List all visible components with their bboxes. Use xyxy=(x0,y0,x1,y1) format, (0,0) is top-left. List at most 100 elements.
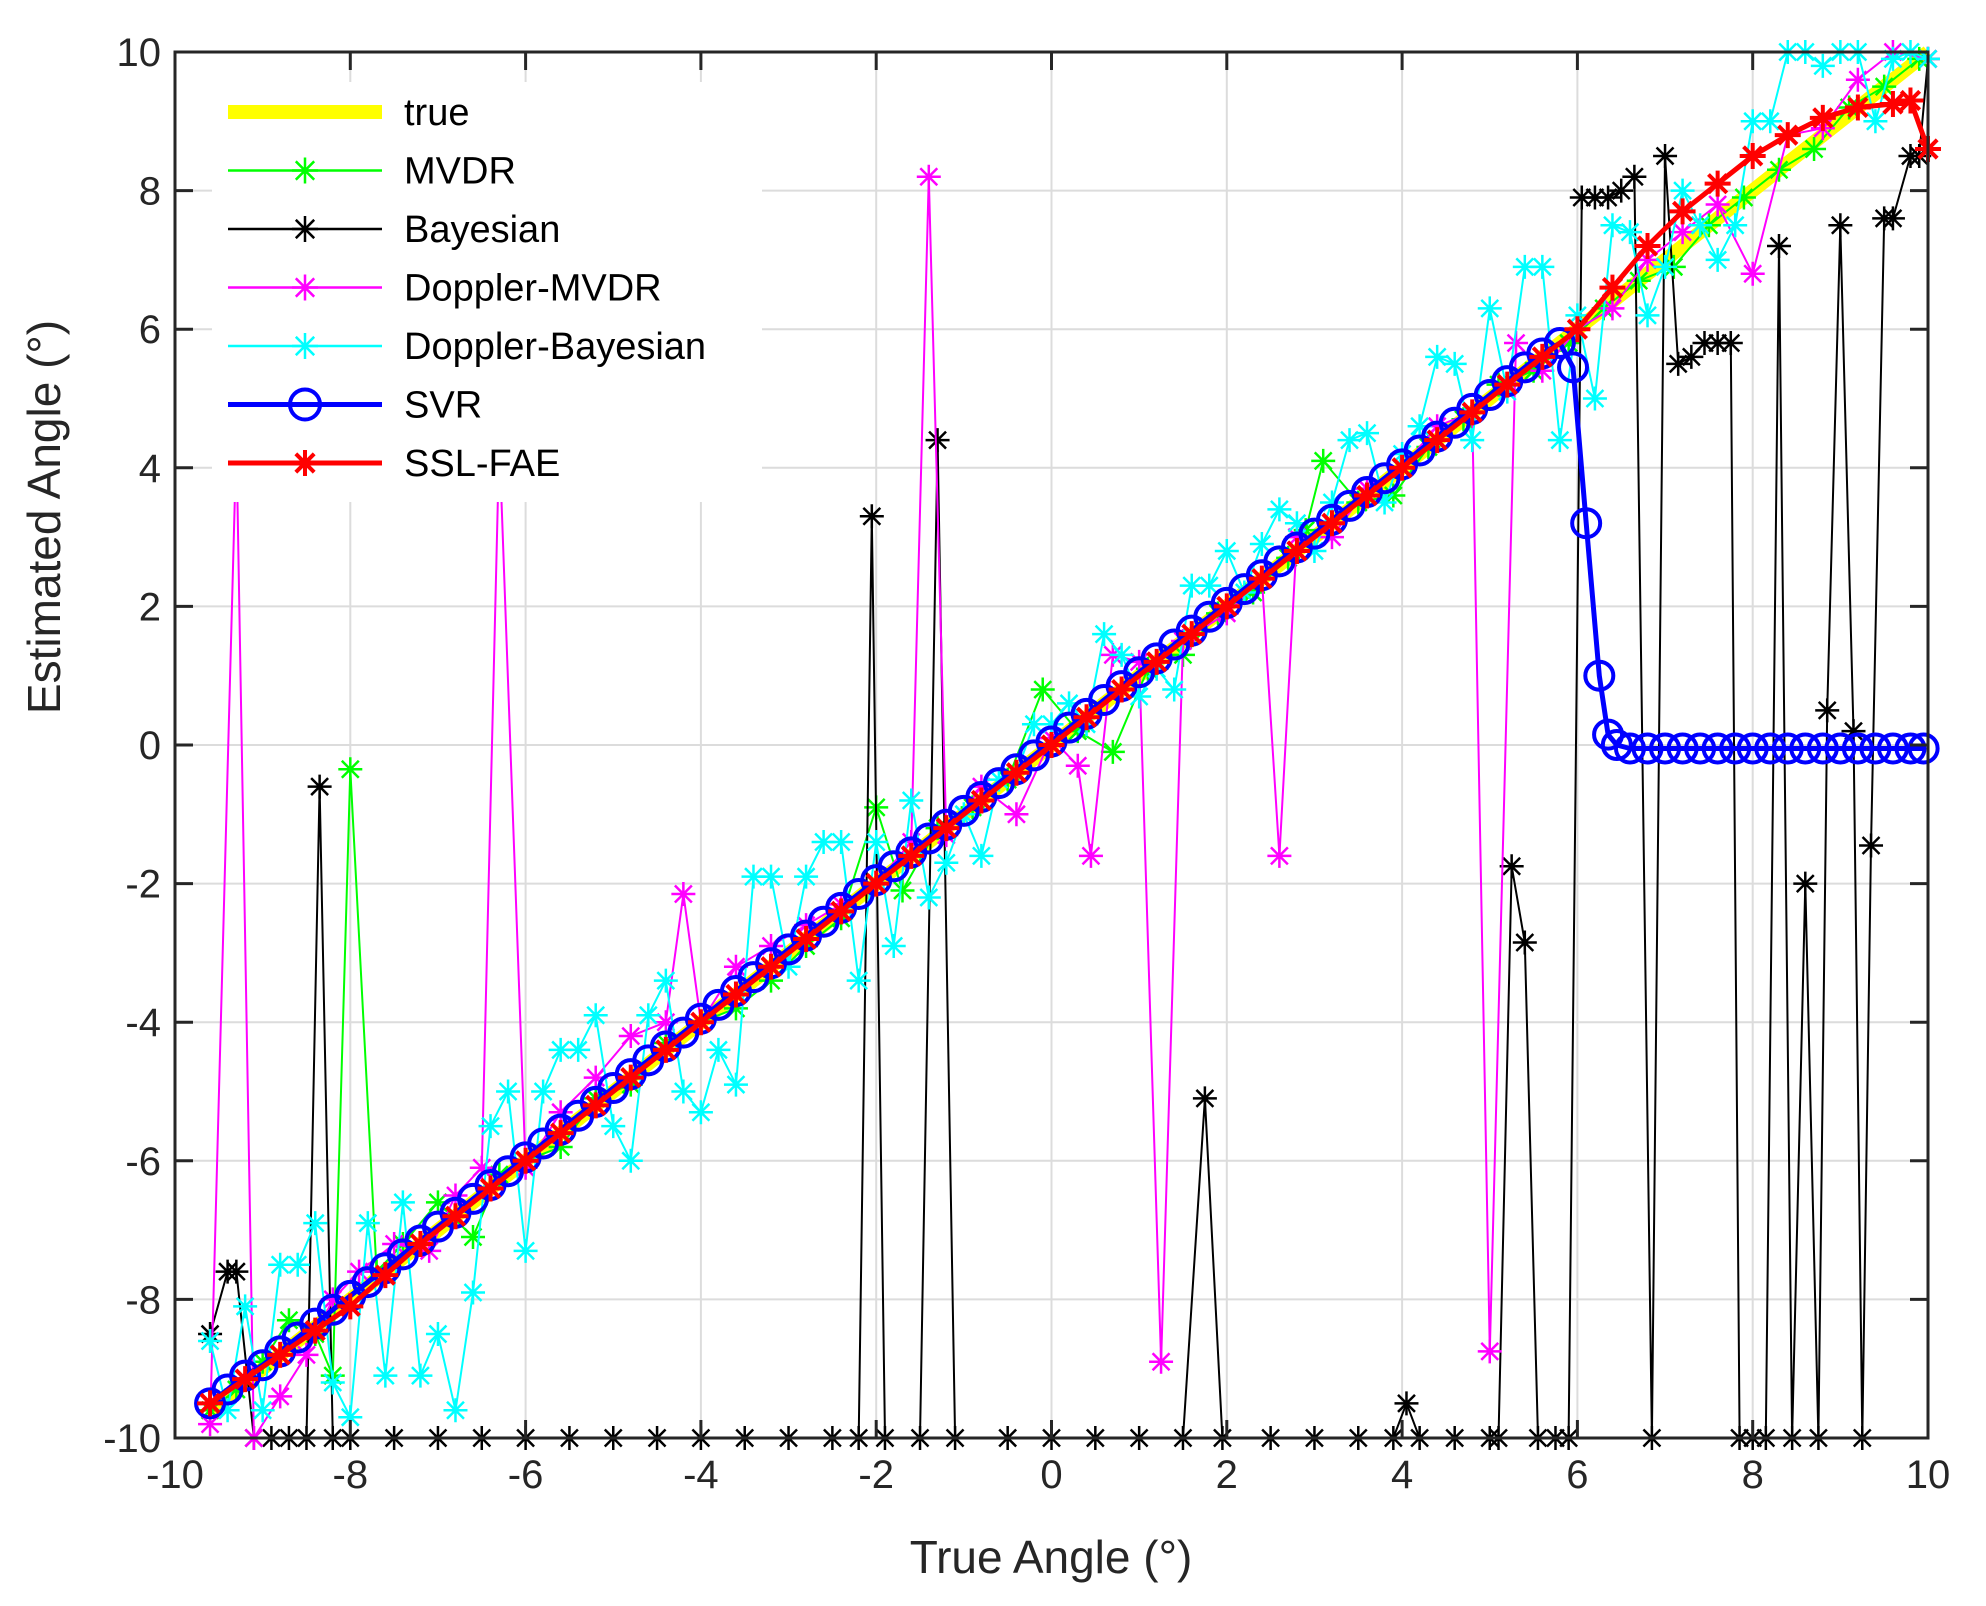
point-doppler-mvdr xyxy=(1127,649,1152,674)
point-doppler-mvdr xyxy=(1078,843,1103,868)
legend-item-true: true xyxy=(228,92,469,134)
point-doppler-mvdr xyxy=(671,881,696,906)
point-bayesian xyxy=(1815,698,1840,723)
point-svr xyxy=(1754,732,1787,765)
point-doppler-bayesian xyxy=(829,830,854,855)
point-doppler-bayesian xyxy=(1530,254,1555,279)
point-ssl-fae xyxy=(1213,593,1240,620)
point-doppler-bayesian xyxy=(496,1079,521,1104)
point-ssl-fae xyxy=(1424,427,1451,454)
point-doppler-mvdr xyxy=(1705,192,1730,217)
point-mvdr xyxy=(723,996,748,1021)
point-doppler-mvdr xyxy=(320,1287,345,1312)
point-doppler-bayesian xyxy=(1810,53,1835,78)
legend-item-bayesian: Bayesian xyxy=(228,209,560,251)
point-doppler-bayesian xyxy=(671,1079,696,1104)
point-ssl-fae xyxy=(968,787,995,814)
point-doppler-bayesian xyxy=(583,1003,608,1028)
point-svr xyxy=(1684,732,1717,765)
point-doppler-mvdr xyxy=(1740,261,1765,286)
point-svr xyxy=(1894,732,1927,765)
point-doppler-bayesian xyxy=(198,1328,223,1353)
point-ssl-fae xyxy=(1809,104,1836,131)
point-ssl-fae xyxy=(722,981,749,1008)
point-svr xyxy=(1631,732,1664,765)
point-ssl-fae xyxy=(547,1120,574,1147)
point-doppler-bayesian xyxy=(1162,677,1187,702)
point-doppler-bayesian xyxy=(636,1003,661,1028)
point-svr xyxy=(1570,507,1603,540)
point-ssl-fae xyxy=(1634,233,1661,260)
point-ssl-fae xyxy=(337,1293,364,1320)
point-bayesian xyxy=(1766,234,1791,259)
point-doppler-bayesian xyxy=(899,788,924,813)
point-ssl-fae xyxy=(1038,732,1065,758)
point-bayesian xyxy=(1692,331,1717,356)
point-ssl-fae xyxy=(758,953,785,980)
point-doppler-mvdr xyxy=(1284,525,1309,550)
point-svr xyxy=(1649,732,1682,765)
point-mvdr xyxy=(1100,739,1125,764)
point-svr xyxy=(1583,659,1616,692)
point-doppler-mvdr xyxy=(443,1183,468,1208)
point-doppler-mvdr xyxy=(1004,802,1029,827)
point-doppler-mvdr xyxy=(1845,67,1870,92)
point-doppler-bayesian xyxy=(1635,303,1660,328)
point-doppler-bayesian xyxy=(1442,351,1467,376)
point-doppler-bayesian xyxy=(934,850,959,875)
point-ssl-fae xyxy=(617,1064,644,1091)
point-doppler-bayesian xyxy=(1337,428,1362,453)
point-doppler-mvdr xyxy=(294,1342,319,1367)
point-ssl-fae xyxy=(1318,510,1345,537)
legend-label-doppler-bayesian: Doppler-Bayesian xyxy=(404,326,706,368)
point-ssl-fae xyxy=(898,842,925,869)
point-doppler-bayesian xyxy=(390,1190,415,1215)
legend: true MVDR Bayesian Doppler-MVDR Doppler-Baye… xyxy=(212,82,762,502)
point-doppler-bayesian xyxy=(1390,441,1415,466)
point-bayesian xyxy=(1569,185,1594,210)
legend-marker-ssl-fae xyxy=(292,450,318,476)
point-mvdr xyxy=(890,878,915,903)
legend-label-bayesian: Bayesian xyxy=(404,209,560,251)
point-doppler-bayesian xyxy=(1372,490,1397,515)
point-doppler-bayesian xyxy=(1512,254,1537,279)
point-ssl-fae xyxy=(442,1203,469,1230)
point-ssl-fae xyxy=(197,1390,224,1417)
point-ssl-fae xyxy=(1897,87,1924,114)
point-bayesian xyxy=(925,428,950,453)
point-bayesian xyxy=(1192,1086,1217,1111)
point-ssl-fae xyxy=(793,926,820,953)
tick-labels: -10 -8 -6 -4 -2 0 2 4 6 8 10 -10 -8 -6 -4 -2 0 2 4 6 8 10 xyxy=(103,31,1950,1497)
point-bayesian xyxy=(1880,206,1905,231)
point-doppler-bayesian xyxy=(1723,213,1748,238)
point-doppler-bayesian xyxy=(1880,46,1905,71)
point-doppler-bayesian xyxy=(1617,220,1642,245)
point-doppler-bayesian xyxy=(1460,428,1485,453)
point-doppler-bayesian xyxy=(1109,642,1134,667)
point-ssl-fae xyxy=(1073,704,1100,731)
y-tick-label: -10 xyxy=(103,1417,161,1461)
point-svr xyxy=(1771,732,1804,765)
x-tick-label: 0 xyxy=(1040,1453,1062,1497)
point-mvdr xyxy=(1731,185,1756,210)
point-svr xyxy=(1876,732,1909,765)
point-doppler-bayesian xyxy=(969,843,994,868)
point-mvdr xyxy=(1293,518,1318,543)
point-doppler-mvdr xyxy=(548,1100,573,1125)
point-ssl-fae xyxy=(1143,648,1170,675)
legend-marker-mvdr xyxy=(292,157,318,184)
point-ssl-fae xyxy=(512,1147,539,1174)
point-doppler-bayesian xyxy=(268,1252,293,1277)
point-doppler-bayesian xyxy=(1547,428,1572,453)
legend-marker-bayesian xyxy=(292,216,318,242)
point-doppler-bayesian xyxy=(1039,712,1064,737)
point-doppler-bayesian xyxy=(1407,414,1432,439)
point-doppler-bayesian xyxy=(1670,178,1695,203)
legend-item-doppler-mvdr: Doppler-MVDR xyxy=(228,268,662,310)
series-ssl-fae xyxy=(197,87,1941,1417)
point-bayesian xyxy=(1705,331,1730,356)
y-tick-label: 10 xyxy=(117,31,162,75)
point-doppler-bayesian xyxy=(864,830,889,855)
point-svr xyxy=(1789,732,1822,765)
point-doppler-bayesian xyxy=(1705,247,1730,272)
